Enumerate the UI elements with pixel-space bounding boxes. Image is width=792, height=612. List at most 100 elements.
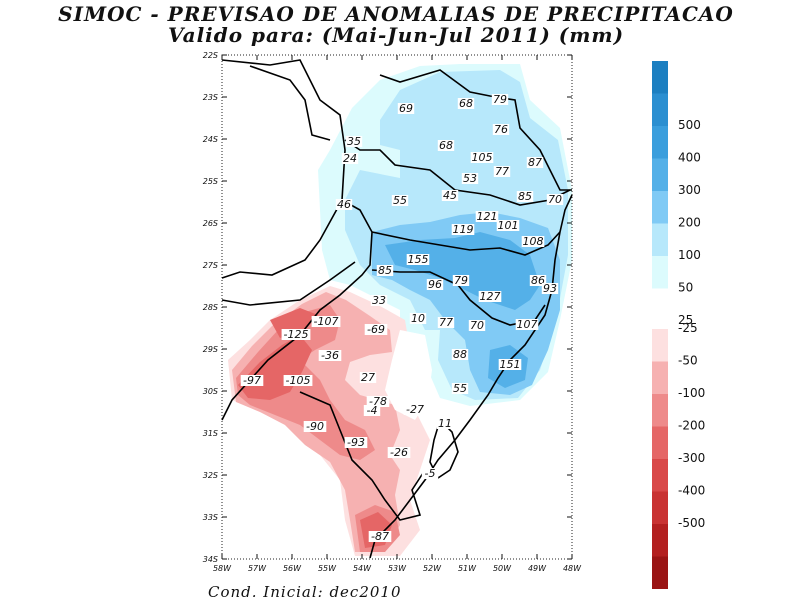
value-label: 108 — [521, 235, 545, 248]
value-label-text: 107 — [517, 318, 538, 331]
value-label-text: 68 — [459, 97, 473, 110]
lat-label: 22S — [203, 51, 218, 60]
value-label: 85 — [376, 264, 394, 277]
value-label-text: 85 — [378, 264, 392, 277]
coastline — [369, 194, 573, 559]
lat-label: 23S — [203, 93, 218, 102]
value-label-bg — [318, 350, 342, 361]
border-argentina-uruguay — [221, 261, 356, 306]
value-label-bg — [335, 199, 353, 210]
value-label-text: 79 — [493, 93, 507, 106]
value-label: -4 — [363, 404, 381, 417]
colorbar-label: 100 — [678, 248, 701, 262]
value-label-bg — [409, 313, 427, 324]
map-title: SIMOC - PREVISAO DE ANOMALIAS DE PRECIPI… — [58, 2, 734, 26]
colorbar: 500 400 300 200 100 50 25-25 -50 -100 -200 -300 -40… — [652, 61, 705, 589]
value-label-text: -27 — [406, 403, 424, 416]
value-label-bg — [451, 224, 475, 235]
value-label-bg — [516, 191, 534, 202]
value-label-bg — [468, 320, 486, 331]
value-label: 101 — [496, 219, 520, 232]
value-label-bg — [363, 405, 381, 416]
value-label-bg — [437, 317, 455, 328]
value-label-text: -5 — [425, 467, 436, 480]
value-label: 35 — [345, 135, 363, 148]
value-label-text: -87 — [371, 530, 389, 543]
value-label-text: -93 — [347, 436, 365, 449]
colorbar-segment-negative — [652, 491, 668, 524]
lon-label: 56W — [283, 564, 302, 573]
value-label-bg — [521, 236, 545, 247]
value-label-text: -107 — [314, 315, 339, 328]
value-label: -125 — [281, 328, 311, 341]
value-label-text: 93 — [543, 282, 557, 295]
value-label: 70 — [468, 319, 486, 332]
value-label-text: 151 — [500, 358, 521, 371]
value-label: 76 — [492, 123, 510, 136]
value-label-bg — [478, 291, 502, 302]
value-label: 33 — [370, 294, 388, 307]
value-label-text: 119 — [453, 223, 474, 236]
colorbar-segment-positive — [652, 158, 668, 191]
value-label-text: -36 — [321, 349, 339, 362]
value-label-text: 88 — [453, 348, 467, 361]
lat-label: 33S — [203, 513, 218, 522]
lon-label: 53W — [388, 564, 407, 573]
value-label: 85 — [516, 190, 534, 203]
value-label-bg — [426, 279, 444, 290]
value-label-bg — [387, 447, 411, 458]
value-label-text: 45 — [443, 189, 457, 202]
lon-label: 58W — [213, 564, 232, 573]
value-label: 68 — [457, 97, 475, 110]
value-label-bg — [240, 375, 264, 386]
value-label: 10 — [409, 312, 427, 325]
state-border-sp-pr — [379, 69, 572, 191]
value-label-text: 76 — [494, 123, 508, 136]
value-label-text: -125 — [284, 328, 309, 341]
value-label-bg — [397, 103, 415, 114]
colorbar-segment-positive — [652, 93, 668, 126]
colorbar-label: -25 — [678, 321, 698, 335]
value-label-bg — [391, 195, 409, 206]
value-label-bg — [451, 383, 469, 394]
border-paraguay-brazil — [221, 59, 346, 279]
value-label-text: 68 — [439, 139, 453, 152]
colorbar-label: 50 — [678, 281, 693, 295]
colorbar-segment-negative — [652, 394, 668, 427]
lat-label: 28S — [203, 303, 218, 312]
value-label-bg — [546, 194, 564, 205]
value-label-bg — [452, 275, 470, 286]
boundaries — [221, 59, 573, 559]
value-label: 87 — [526, 156, 544, 169]
lat-label: 29S — [203, 345, 218, 354]
value-label: 127 — [478, 290, 502, 303]
value-label: 121 — [475, 210, 499, 223]
value-label: 86 — [529, 274, 547, 287]
value-label-bg — [526, 157, 544, 168]
value-label-bg — [364, 324, 388, 335]
colorbar-label: -100 — [678, 386, 705, 400]
value-label: 93 — [541, 282, 559, 295]
value-label-bg — [529, 275, 547, 286]
colorbar-segment-positive — [652, 126, 668, 159]
value-label: -78 — [366, 395, 390, 408]
value-label-bg — [498, 359, 522, 370]
value-label-bg — [406, 254, 430, 265]
axis-ticks — [221, 54, 573, 560]
value-label-text: 55 — [453, 382, 467, 395]
value-label-bg — [461, 173, 479, 184]
colorbar-segment-positive — [652, 191, 668, 224]
colorbar-label: 300 — [678, 183, 701, 197]
value-label-bg — [492, 124, 510, 135]
value-label-bg — [441, 190, 459, 201]
border-uruguay-brazil — [299, 391, 426, 521]
value-label-bg — [359, 372, 377, 383]
value-label-text: 70 — [548, 193, 562, 206]
colorbar-label: -200 — [678, 419, 705, 433]
value-label-bg — [403, 404, 427, 415]
colorbar-label: 500 — [678, 118, 701, 132]
value-label: 69 — [397, 102, 415, 115]
value-label-text: -69 — [367, 323, 385, 336]
value-label-bg — [281, 329, 311, 340]
